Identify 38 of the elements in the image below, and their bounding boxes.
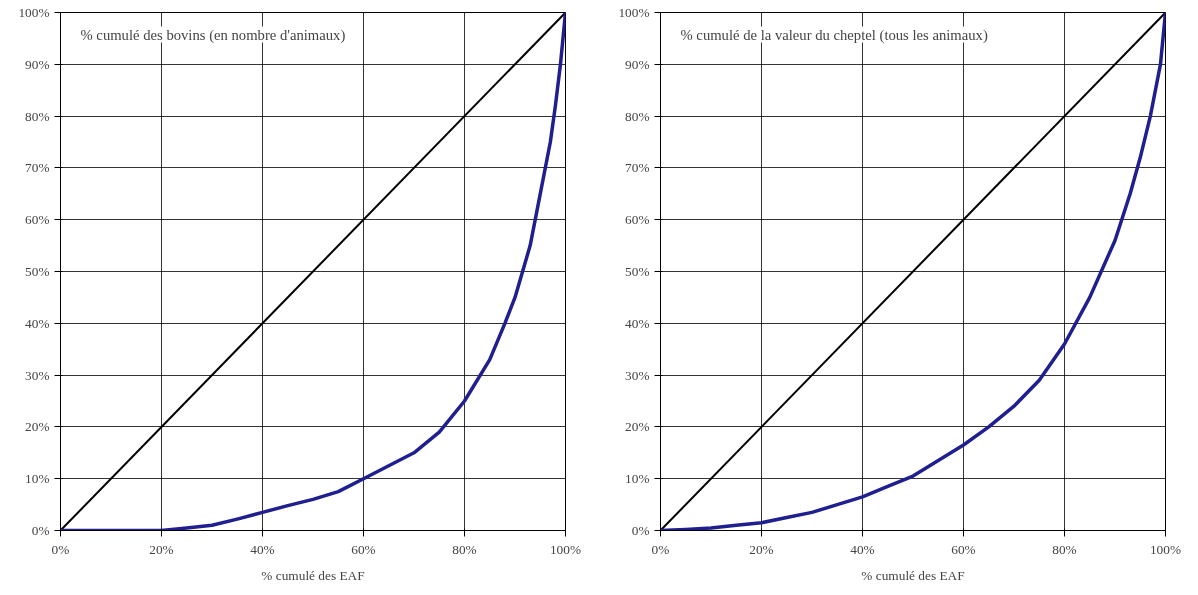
y-tick-label: 30% (25, 367, 50, 383)
x-axis-title: % cumulé des EAF (261, 567, 365, 583)
y-tick-label: 10% (625, 471, 650, 487)
x-tick-label: 20% (149, 541, 174, 557)
x-tick-label: 0% (51, 541, 70, 557)
y-tick-label: 0% (631, 523, 650, 538)
y-tick-label: 40% (25, 315, 50, 331)
x-tick-label: 0% (651, 541, 670, 557)
x-tick-label: 60% (351, 541, 376, 557)
y-tick-label: 50% (25, 264, 50, 279)
y-tick-label: 20% (625, 419, 650, 435)
y-tick-label: 90% (25, 56, 50, 72)
y-tick-label: 50% (625, 264, 650, 279)
y-tick-label: 60% (625, 212, 650, 228)
y-tick-label: 40% (625, 315, 650, 331)
y-tick-label: 30% (625, 367, 650, 383)
x-tick-label: 40% (250, 541, 275, 557)
y-tick-label: 100% (618, 5, 650, 20)
y-tick-label: 80% (625, 108, 650, 124)
y-axis-title: % cumulé des bovins (en nombre d'animaux) (80, 26, 346, 44)
y-tick-label: 80% (25, 108, 50, 124)
y-tick-label: 100% (18, 5, 50, 20)
y-tick-label: 10% (25, 471, 50, 487)
x-tick-label: 100% (1149, 541, 1182, 557)
y-tick-label: 90% (625, 56, 650, 72)
y-tick-label: 70% (625, 160, 650, 176)
x-tick-label: 80% (1052, 541, 1077, 557)
x-tick-label: 100% (549, 541, 582, 557)
y-axis-title: % cumulé de la valeur du cheptel (tous les animaux) (680, 26, 988, 44)
x-axis-title: % cumulé des EAF (861, 567, 965, 583)
x-tick-label: 60% (951, 541, 976, 557)
y-tick-label: 60% (25, 212, 50, 228)
x-tick-label: 40% (850, 541, 875, 557)
y-tick-label: 0% (31, 523, 50, 538)
y-tick-label: 70% (25, 160, 50, 176)
x-tick-label: 80% (452, 541, 477, 557)
y-tick-label: 20% (25, 419, 50, 435)
x-tick-label: 20% (749, 541, 774, 557)
